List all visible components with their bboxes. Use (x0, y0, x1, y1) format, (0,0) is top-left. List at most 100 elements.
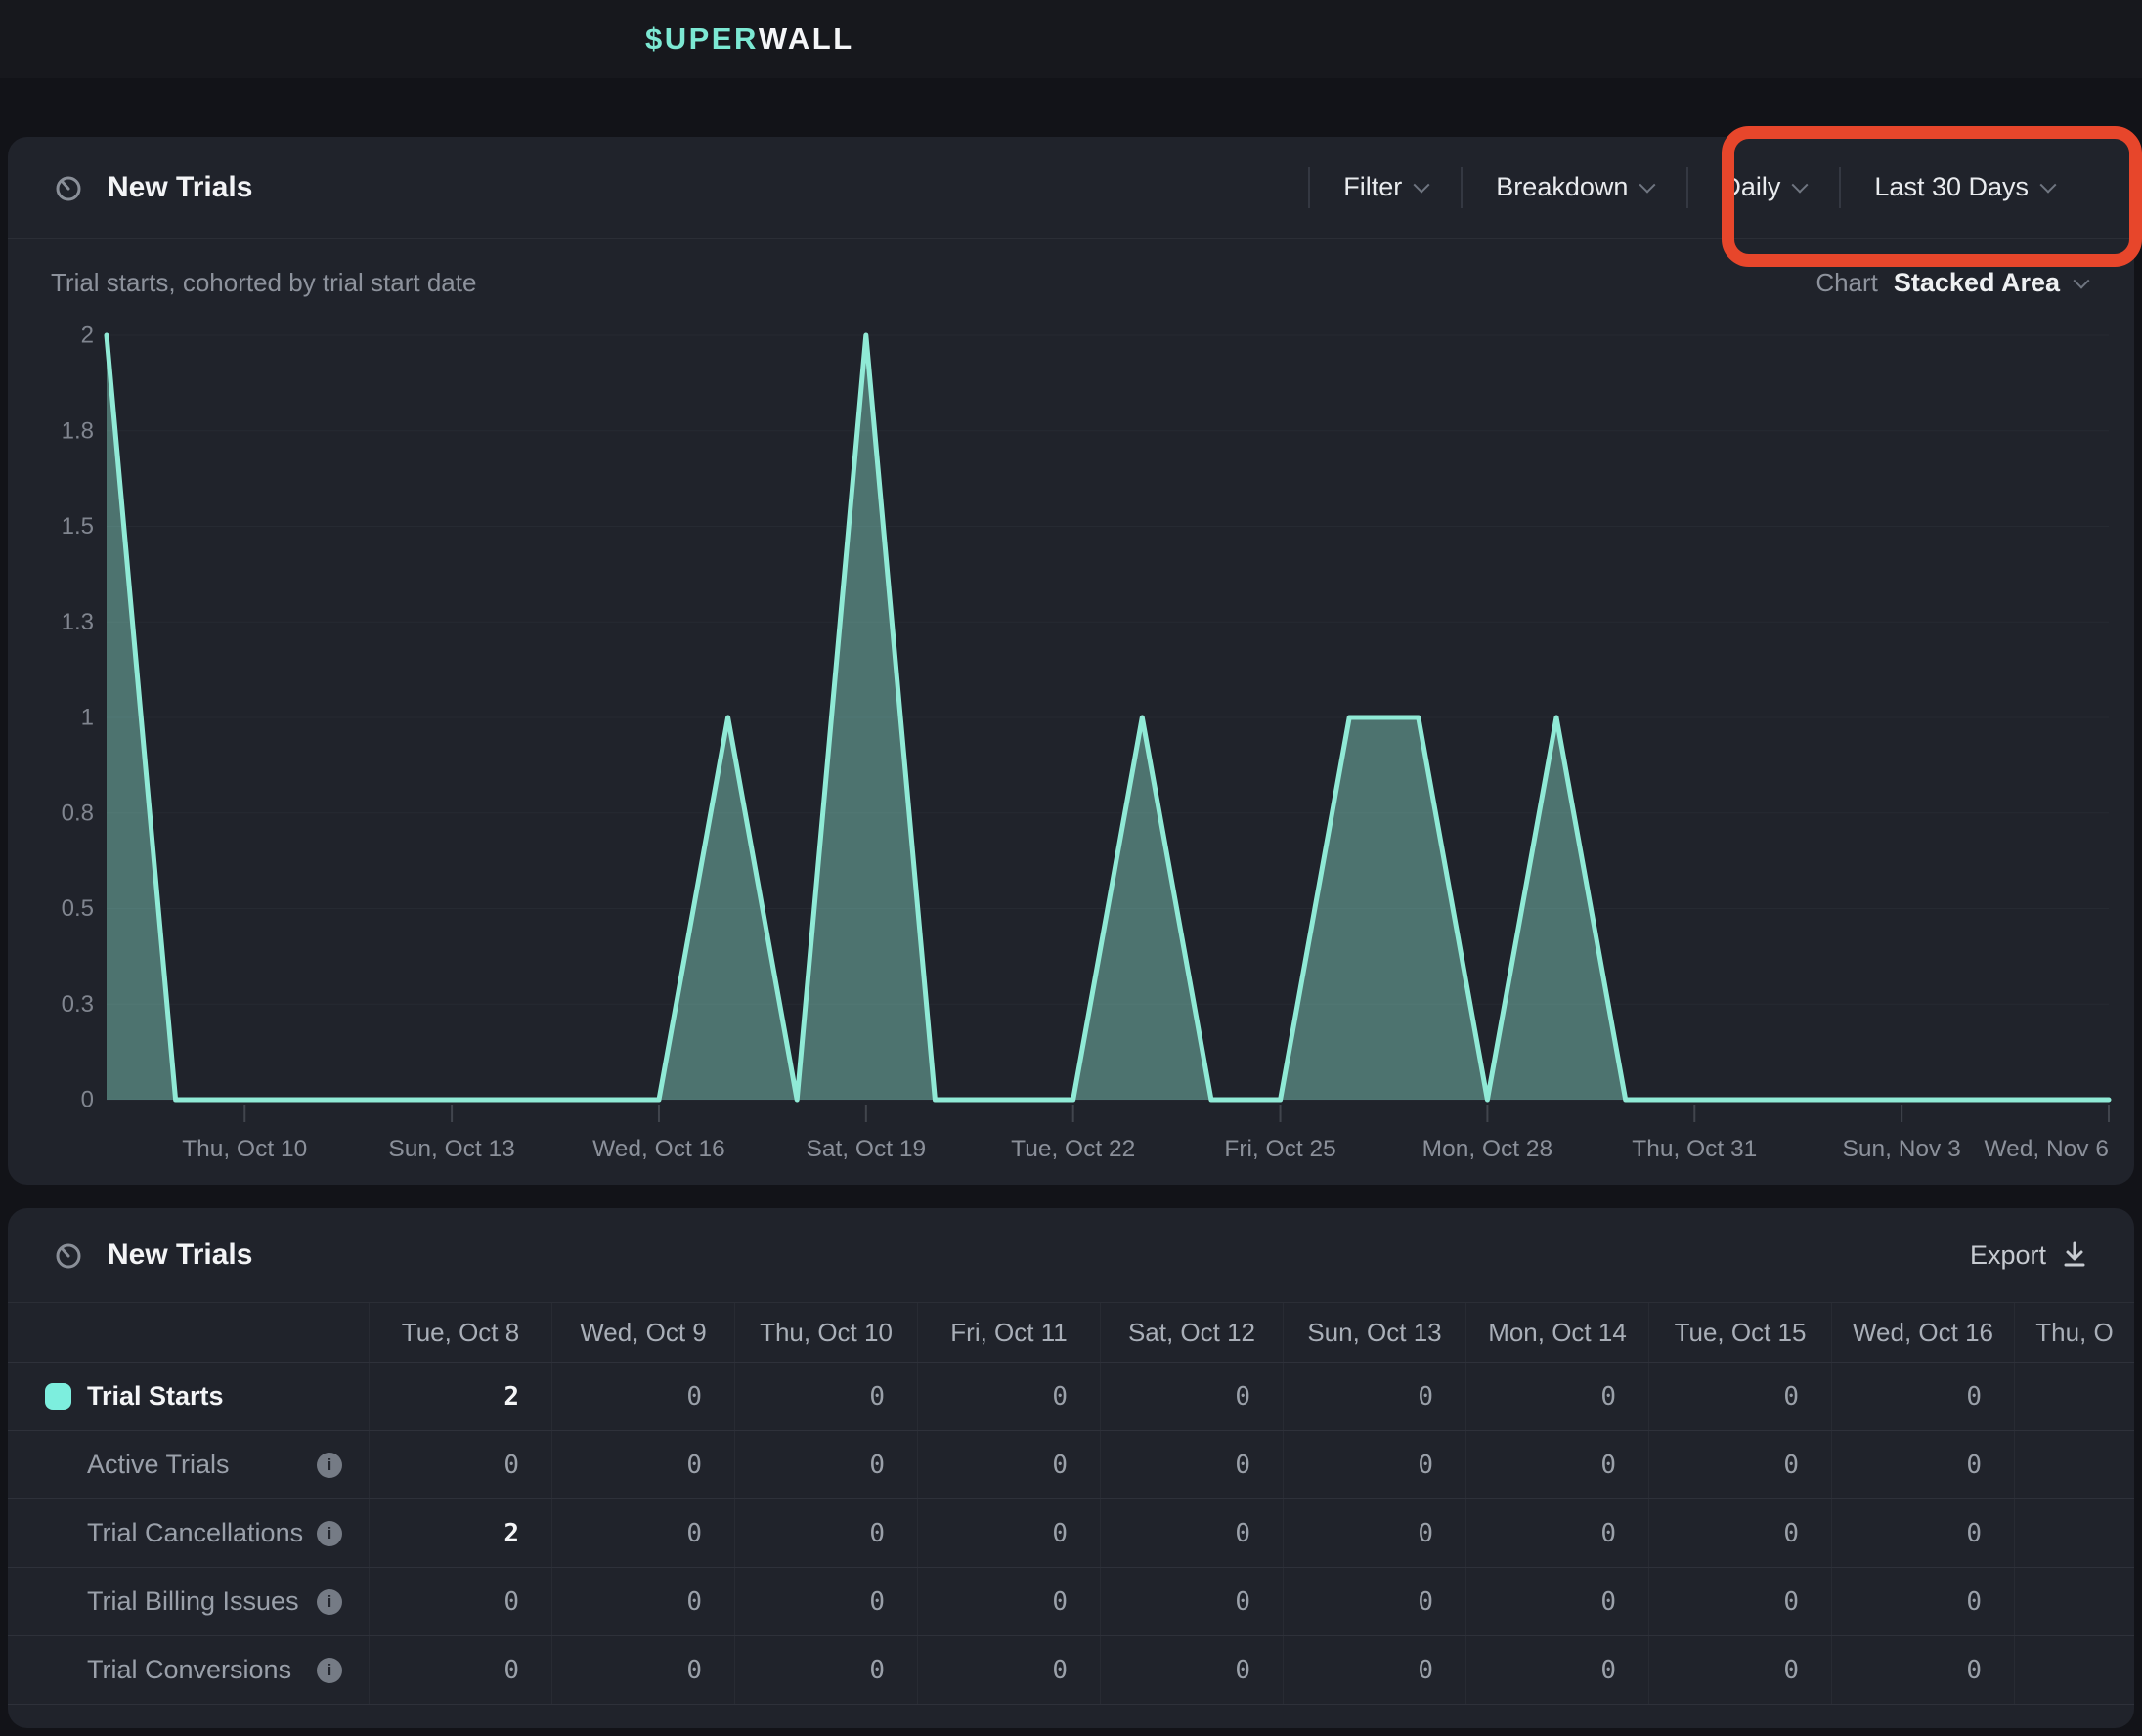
table-value-cell: 0 (1831, 1363, 2014, 1430)
x-axis-tick-label: Sat, Oct 19 (807, 1136, 927, 1162)
table-value-cell: 0 (734, 1568, 917, 1635)
new-trials-chart-card: New Trials Filter Breakdown Daily Last 30 D… (8, 137, 2134, 1185)
chart-card-title: New Trials (108, 170, 253, 203)
table-value-cell: 0 (1831, 1636, 2014, 1704)
row-label: Trial Starts (87, 1381, 224, 1410)
toolbar-dropdown-last-30-days[interactable]: Last 30 Days (1841, 137, 2087, 238)
table-value-cell: 0 (1831, 1499, 2014, 1567)
column-header: Sun, Oct 13 (1283, 1303, 1465, 1362)
column-header: Sat, Oct 12 (1100, 1303, 1283, 1362)
column-header: Tue, Oct 8 (369, 1303, 551, 1362)
table-value-cell: 0 (1465, 1568, 1648, 1635)
row-label-cell: Trial Starts (8, 1363, 369, 1430)
column-header: Thu, O (2014, 1303, 2134, 1362)
table-value-cell: 0 (1283, 1636, 1465, 1704)
new-trials-table-card: New Trials Export Tue, Oct 8 Wed, Oct 9 Th… (8, 1208, 2134, 1728)
chart-type-value: Stacked Area (1893, 268, 2060, 297)
table-card-header: New Trials Export (8, 1208, 2134, 1302)
superwall-logo: $UPER WALL (645, 0, 854, 78)
table-value-cell (2014, 1499, 2134, 1567)
y-axis-tick-label: 0.5 (62, 895, 94, 922)
table-value-cell: 0 (1648, 1636, 1831, 1704)
table-value-cell: 0 (734, 1499, 917, 1567)
table-value-cell: 0 (917, 1363, 1100, 1430)
table-value-cell (2014, 1363, 2134, 1430)
chart-type-label: Chart (1815, 268, 1878, 297)
table-row-trial-billing-issues: Trial Billing Issues000000000 (8, 1568, 2134, 1636)
area-line (104, 332, 2112, 1103)
export-button[interactable]: Export (1970, 1240, 2087, 1271)
table-value-cell: 0 (551, 1363, 734, 1430)
table-value-cell: 0 (1100, 1568, 1283, 1635)
table-value-cell: 0 (369, 1431, 551, 1498)
info-icon[interactable] (317, 1657, 342, 1683)
table-value-cell: 0 (1831, 1568, 2014, 1635)
trials-table: Tue, Oct 8 Wed, Oct 9 Thu, Oct 10 Fri, Oct … (8, 1302, 2134, 1705)
x-axis-tick-label: Wed, Nov 6 (1984, 1136, 2109, 1162)
table-value-cell: 2 (369, 1363, 551, 1430)
y-axis-tick-label: 1.5 (62, 513, 94, 540)
table-card-title: New Trials (108, 1238, 253, 1271)
column-header: Fri, Oct 11 (917, 1303, 1100, 1362)
y-axis-tick-label: 1.8 (62, 417, 94, 444)
toolbar-separator (1686, 166, 1689, 208)
y-axis-tick-label: 0.3 (62, 991, 94, 1018)
toolbar-dropdown-label: Filter (1343, 172, 1403, 201)
toolbar-dropdown-breakdown[interactable]: Breakdown (1463, 137, 1686, 238)
x-axis-tick-label: Fri, Oct 25 (1224, 1136, 1335, 1162)
x-axis-tick-label: Thu, Oct 10 (182, 1136, 307, 1162)
export-label: Export (1969, 1239, 2046, 1270)
x-axis-tick-label: Tue, Oct 22 (1011, 1136, 1135, 1162)
row-label-cell: Trial Conversions (8, 1636, 369, 1704)
stacked-area-chart[interactable]: 2 1.8 1.5 1.3 1 0.8 0.5 0.3 0 Thu, Oct 10 Sun, Oct… (8, 137, 2134, 1185)
logo-prefix: $UPER (645, 22, 759, 56)
row-label-cell: Trial Billing Issues (8, 1568, 369, 1635)
table-value-cell: 0 (1100, 1499, 1283, 1567)
logo-suffix: WALL (758, 22, 854, 56)
chart-subtitle: Trial starts, cohorted by trial start da… (51, 268, 477, 297)
info-icon[interactable] (317, 1452, 342, 1478)
info-icon[interactable] (317, 1588, 342, 1615)
column-header: Wed, Oct 9 (551, 1303, 734, 1362)
table-value-cell: 0 (1831, 1431, 2014, 1498)
info-icon[interactable] (317, 1520, 342, 1546)
table-value-cell (2014, 1431, 2134, 1498)
table-value-cell: 0 (1283, 1499, 1465, 1567)
table-value-cell: 0 (1465, 1636, 1648, 1704)
table-value-cell: 0 (369, 1568, 551, 1635)
x-axis-tick-label: Sun, Nov 3 (1843, 1136, 1961, 1162)
y-axis-tick-label: 0.8 (62, 800, 94, 826)
area-fill (107, 335, 2109, 1100)
table-row-active-trials: Active Trials000000000 (8, 1431, 2134, 1499)
table-row-trial-cancellations: Trial Cancellations200000000 (8, 1499, 2134, 1568)
toolbar-separator (1461, 166, 1464, 208)
table-value-cell (2014, 1636, 2134, 1704)
toolbar-dropdown-label: Breakdown (1496, 172, 1629, 201)
top-bar: $UPER WALL (0, 0, 2142, 78)
toolbar-separator (1839, 166, 1842, 208)
table-value-cell: 0 (734, 1636, 917, 1704)
column-header: Tue, Oct 15 (1648, 1303, 1831, 1362)
table-value-cell: 0 (551, 1499, 734, 1567)
toolbar-dropdown-filter[interactable]: Filter (1310, 137, 1461, 238)
table-value-cell (2014, 1568, 2134, 1635)
row-label-cell: Trial Cancellations (8, 1499, 369, 1567)
table-value-cell: 0 (1283, 1431, 1465, 1498)
toolbar-separator (1308, 166, 1311, 208)
x-axis-tick-label: Mon, Oct 28 (1422, 1136, 1552, 1162)
timer-icon (56, 176, 81, 200)
chart-subheader: Trial starts, cohorted by trial start da… (8, 239, 2134, 298)
table-value-cell: 0 (1465, 1363, 1648, 1430)
chart-type-dropdown[interactable]: Chart Stacked Area (1815, 268, 2090, 298)
y-axis-tick-label: 2 (81, 323, 94, 349)
table-value-cell: 0 (917, 1636, 1100, 1704)
table-value-cell: 0 (551, 1568, 734, 1635)
y-axis-tick-label: 1 (81, 705, 94, 731)
row-label: Trial Billing Issues (87, 1586, 299, 1616)
table-value-cell: 0 (917, 1431, 1100, 1498)
x-axis-tick-label: Sun, Oct 13 (388, 1136, 514, 1162)
column-header: Thu, Oct 10 (734, 1303, 917, 1362)
table-value-cell: 0 (1100, 1431, 1283, 1498)
table-value-cell: 0 (1648, 1363, 1831, 1430)
row-label: Trial Cancellations (87, 1518, 304, 1547)
